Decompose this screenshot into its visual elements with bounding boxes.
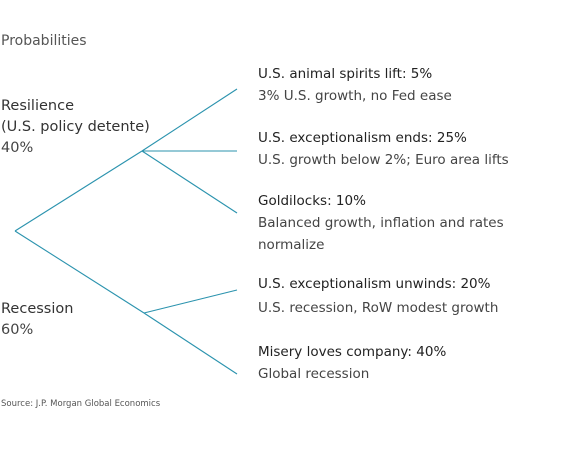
branch-probability: 40% — [1, 140, 34, 156]
scenario-desc: U.S. recession, RoW modest growth — [258, 300, 499, 316]
branch-resilience: Resilience (U.S. policy detente) 40% — [1, 96, 150, 159]
resilience-to-goldilocks-line — [141, 150, 238, 214]
scenario-head: U.S. exceptionalism unwinds: 20% — [258, 276, 491, 292]
scenario-goldilocks: Goldilocks: 10% Balanced growth, inflati… — [258, 191, 568, 256]
scenario-desc: U.S. growth below 2%; Euro area lifts — [258, 152, 509, 168]
source-note: Source: J.P. Morgan Global Economics — [1, 399, 161, 409]
recession-to-misery-line — [143, 312, 238, 375]
branch-label: Recession — [1, 301, 74, 317]
scenario-desc-cont: normalize — [258, 237, 325, 253]
scenario-desc: Balanced growth, inflation and rates — [258, 215, 504, 231]
scenario-misery: Misery loves company: 40% Global recessi… — [258, 342, 568, 385]
root-to-resilience-line — [14, 150, 143, 232]
branch-probability: 60% — [1, 322, 34, 338]
scenario-desc: Global recession — [258, 366, 370, 382]
scenario-head: Goldilocks: 10% — [258, 193, 366, 209]
branch-recession: Recession 60% — [1, 299, 73, 341]
scenario-head: U.S. animal spirits lift: 5% — [258, 66, 433, 82]
scenario-animal-spirits: U.S. animal spirits lift: 5% 3% U.S. gro… — [258, 64, 568, 107]
recession-to-exceptionalism-unwinds-line — [143, 289, 238, 314]
figure-title: Probabilities — [1, 33, 87, 49]
scenario-exceptionalism-unwinds: U.S. exceptionalism unwinds: 20% U.S. re… — [258, 274, 568, 319]
resilience-to-animal-spirits-line — [141, 88, 238, 152]
branch-label: Resilience — [1, 98, 74, 114]
root-to-recession-line — [14, 230, 145, 314]
scenario-exceptionalism-ends: U.S. exceptionalism ends: 25% U.S. growt… — [258, 128, 568, 171]
scenario-head: U.S. exceptionalism ends: 25% — [258, 130, 467, 146]
scenario-head: Misery loves company: 40% — [258, 344, 447, 360]
scenario-desc: 3% U.S. growth, no Fed ease — [258, 88, 452, 104]
branch-label-sub: (U.S. policy detente) — [1, 119, 150, 135]
